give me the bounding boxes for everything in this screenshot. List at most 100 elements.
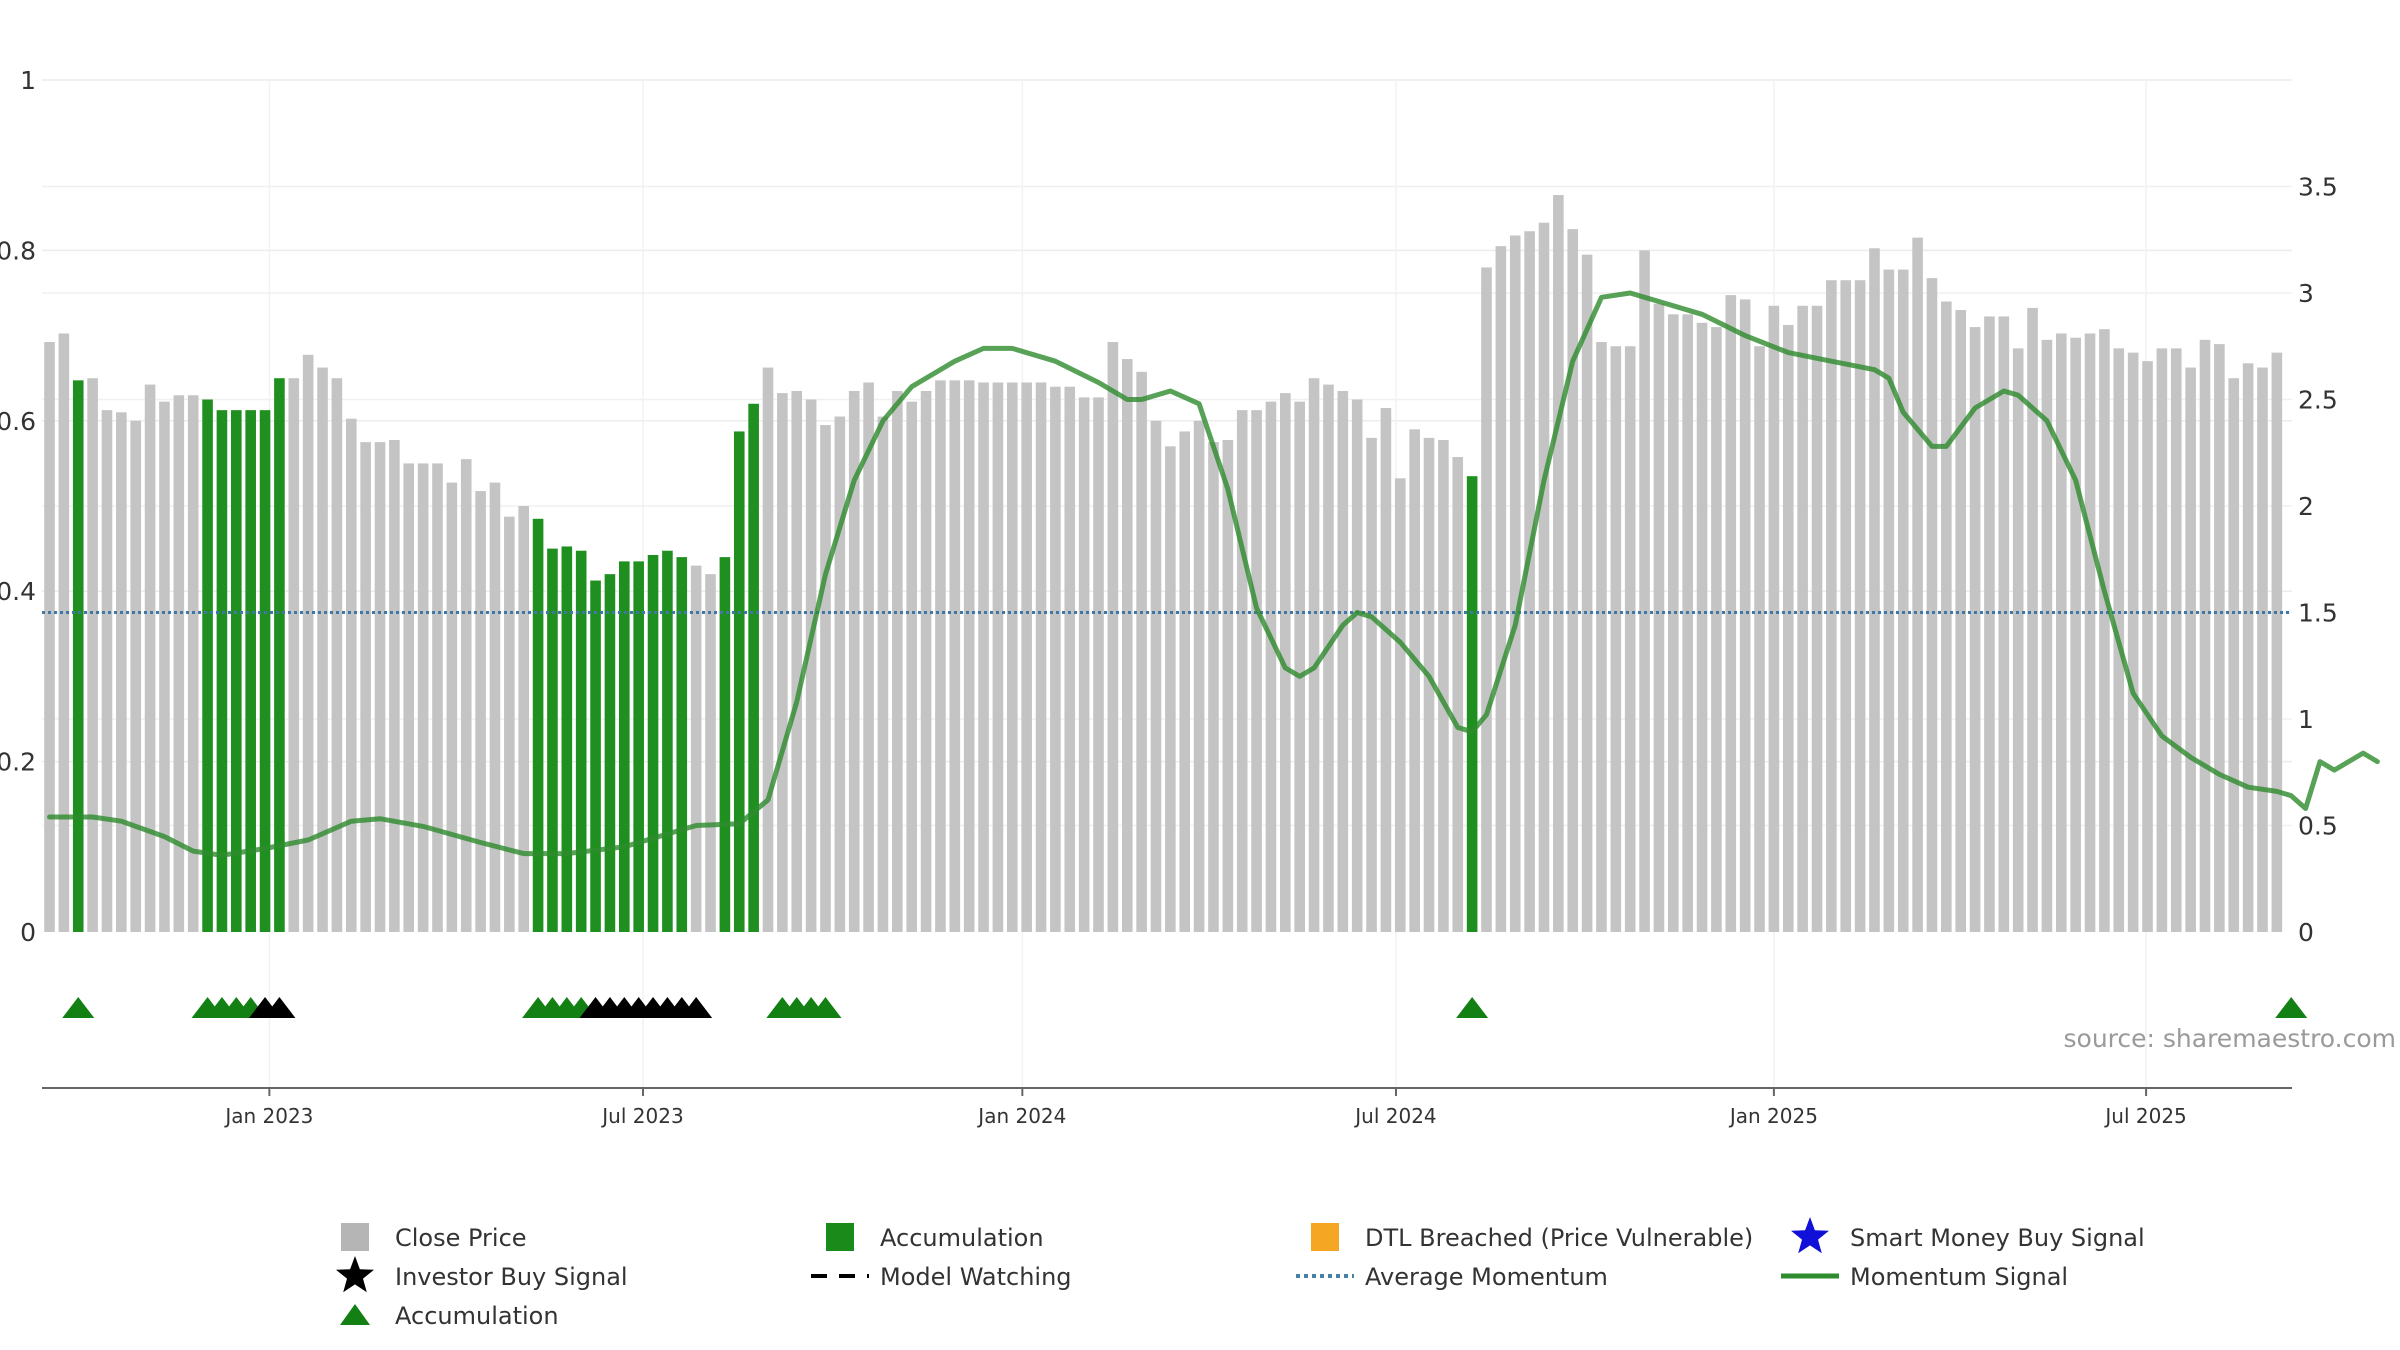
y-left-tick-label: 0.6 [0,407,36,436]
close-price-bar [1064,386,1076,933]
accumulation-bar [1466,476,1478,932]
close-price-bar [1179,431,1191,932]
x-tick-label: Jan 2023 [223,1104,313,1128]
momentum-signal [47,290,2380,858]
accumulation-bar [216,410,228,932]
legend-item: Model Watching [811,1263,1072,1291]
close-price-bar [2257,367,2268,932]
close-price-bar [992,382,1004,933]
close-price-bar [805,399,817,932]
y-left-tick-label: 0.8 [0,236,36,265]
close-price-bar [1509,235,1521,933]
legend-label: Average Momentum [1365,1263,1608,1291]
close-price-bar [1941,301,1952,932]
close-price-bar [1682,314,1693,932]
accumulation-bar [245,410,256,932]
accumulation-bar [604,574,616,932]
legend: Close Price Accumulation DTL Breached (Pri… [336,1217,2145,1330]
close-price-bar [1969,327,1981,933]
close-price-bar [1050,386,1061,933]
close-price-bar [1754,346,1765,932]
close-price-bar [1165,446,1176,932]
close-price-bar [705,574,716,932]
close-price-bar [2041,339,2053,932]
close-price-bar [2099,329,2110,933]
close-price-bar [2214,344,2225,932]
accumulation-bar [633,561,644,932]
accumulation-bar [274,378,285,932]
close-price-bar [920,390,932,933]
accumulation-bar [72,380,84,933]
legend-item: Close Price [341,1223,527,1252]
legend-swatch [826,1223,854,1251]
source-credit: source: sharemaestro.com [2064,1024,2397,1053]
close-price-bar [1854,280,1866,933]
close-price-bar [1811,305,1823,932]
close-price-bar [848,390,860,933]
close-price-bar [2127,352,2139,932]
close-price-bar [2199,339,2211,932]
y-right-tick-label: 3.5 [2298,173,2338,202]
accumulation-marker [2275,997,2308,1018]
close-price-bar [820,425,831,932]
accumulation-bar [231,410,242,932]
close-price-bar [1481,267,1492,932]
legend-label: Accumulation [395,1302,559,1330]
legend-label: Accumulation [880,1224,1044,1252]
close-price-bar [1897,269,1909,932]
accumulation-bar [719,557,731,932]
y-right-tick-label: 1 [2298,705,2314,734]
close-price-bar [1035,382,1047,933]
y-right-tick-label: 2 [2298,492,2314,521]
legend-swatch [341,1223,369,1251]
close-price-bar [1323,384,1334,933]
close-price-bar [978,382,989,933]
investor-buy-marker [263,997,296,1018]
legend-item: Momentum Signal [1781,1263,2068,1291]
close-price-bar [1222,439,1234,932]
x-tick-label: Jul 2025 [2103,1104,2186,1128]
x-tick-label: Jul 2024 [1353,1104,1436,1128]
close-price-bar [374,442,386,932]
close-price-bar [302,354,314,932]
accumulation-bar [619,561,630,932]
close-price-bar [2185,367,2196,932]
close-price-bar [130,420,142,932]
legend-label: Smart Money Buy Signal [1850,1224,2145,1252]
accumulation-bar [733,431,745,932]
close-price-bar [2084,333,2096,933]
close-price-bar [1438,439,1449,932]
close-price-bar [2242,363,2254,932]
close-price-bar [1797,305,1808,932]
close-price-bar [460,459,472,932]
close-price-bar [159,401,170,932]
close-price-bar [360,442,371,932]
close-price-bar [1782,324,1794,932]
legend-item: Investor Buy Signal [336,1256,628,1293]
close-price-bar [1639,250,1650,932]
close-price-bar [1251,410,1262,932]
close-price-bar [1394,478,1406,932]
close-price-bar [1739,299,1751,932]
y-right-tick-label: 3 [2298,279,2314,308]
accumulation-bar [590,580,601,932]
close-price-bar [1998,316,2010,932]
close-price-bar [1955,310,1967,932]
accumulation-bar [547,548,558,932]
close-price-bar [1610,346,1622,932]
close-price-bar [1208,442,1219,932]
close-price-bar [317,367,328,932]
accumulation-bar [202,399,213,932]
close-price-bar [2142,361,2153,932]
x-tick-label: Jul 2023 [600,1104,683,1128]
y-left-tick-label: 1 [20,66,36,95]
close-price-bar [173,395,185,932]
close-price-bar [1624,346,1636,932]
close-price-bar [2170,348,2182,932]
accumulation-bar [748,403,759,932]
y-right-tick-label: 0.5 [2298,812,2338,841]
legend-label: Model Watching [880,1263,1072,1291]
close-price-bar [44,341,55,932]
close-price-bar [877,416,889,932]
close-price-bar [1596,341,1607,932]
